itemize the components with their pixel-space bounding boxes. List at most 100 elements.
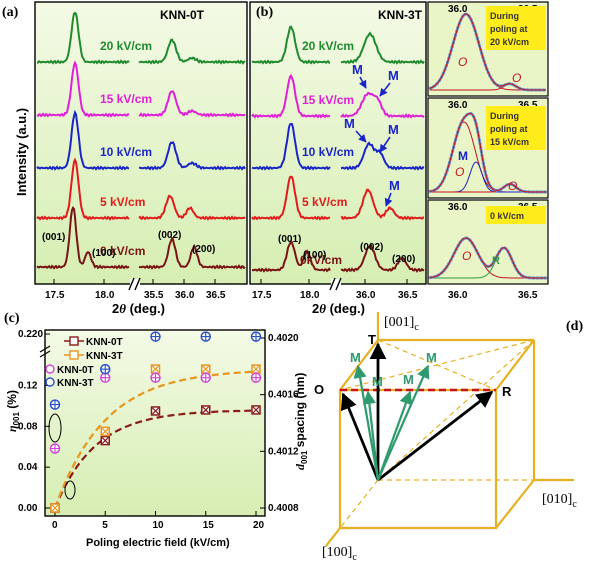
panel-a-xticks: 17.5 18.0 35.5 36.0 36.5 xyxy=(45,279,226,301)
c-point-2-1 xyxy=(100,372,111,383)
panel-a-traces: 20 kV/cm 15 kV/cm 10 kV/cm 5 kV/cm 0 kV/cm xyxy=(36,11,246,270)
panel-b-xticks: 17.5 18.0 36.0 36.5 xyxy=(252,279,418,301)
c-series-3 xyxy=(49,331,262,410)
panel-b-m-arrow-2 xyxy=(355,130,367,143)
c-point-0-3 xyxy=(201,405,211,415)
panel-b-peak-label-2: (002) xyxy=(360,242,383,253)
c-xtick-label-4: 20 xyxy=(253,520,265,531)
panel-b-m-label-0: M xyxy=(352,62,363,77)
c-point-2-3 xyxy=(200,372,211,383)
panel-a-trace-left-1 xyxy=(36,60,130,118)
panel-c-label: (c) xyxy=(4,311,20,326)
panel-a-tick-label-r1: 36.0 xyxy=(175,290,195,301)
panel-b-trace-left-3 xyxy=(251,175,331,221)
panel-a-field-label-0: 20 kV/cm xyxy=(100,39,152,53)
panel-b-trace-1: 15 kV/cm xyxy=(251,73,425,119)
panel-c-xlabel: Poling electric field (kV/cm) xyxy=(86,537,230,549)
fit-phase-O-0a: O xyxy=(458,55,467,69)
panel-a-trace-right-2 xyxy=(139,141,246,171)
panel-b-m-arrow-4 xyxy=(384,192,393,207)
panel-c: (c) 0 5 10 15 200.000.040.080.120.2200.40080… xyxy=(4,311,309,549)
c-point-3-3 xyxy=(200,331,211,342)
panel-a-trace-2: 10 kV/cm xyxy=(36,109,246,171)
c-circle-annotation-2 xyxy=(64,480,76,500)
panel-a-field-label-1: 15 kV/cm xyxy=(100,92,152,106)
c-xtick-label-3: 15 xyxy=(203,520,215,531)
c-point-3-4 xyxy=(250,331,262,342)
panel-b-m-arrow-1 xyxy=(379,82,391,97)
fit-tick-0-2: 36.0 xyxy=(448,202,468,213)
c-ytick-left-label-3: 0.12 xyxy=(18,380,38,391)
panel-d-label: (d) xyxy=(566,319,583,334)
vector-labels: T O R M M M M xyxy=(314,332,512,399)
fit-phase-M-1: M xyxy=(458,149,468,163)
fit-bottom-tick-1: 36.5 xyxy=(518,290,538,301)
fit-note-line-0-0: During xyxy=(490,11,519,21)
panel-b-trace-right-4 xyxy=(340,243,425,273)
panel-b-field-label-2: 10 kV/cm xyxy=(302,145,354,159)
panel-b-trace-4: 0kV/cm xyxy=(252,239,425,273)
panel-a-field-label-4: 0 kV/cm xyxy=(100,244,145,258)
panel-a-tick-label-l1: 18.0 xyxy=(95,290,115,301)
c-fit-curve-0 xyxy=(53,409,256,509)
panel-b-trace-left-4 xyxy=(252,239,331,273)
panel-a-xlabel: 2θ (deg.) xyxy=(112,301,165,316)
c-point-3-0 xyxy=(49,399,61,410)
panel-a-trace-left-4 xyxy=(36,206,130,270)
panel-a-peak-label-3: (200) xyxy=(192,244,215,255)
panel-b-trace-left-1 xyxy=(251,73,331,119)
c-ytick-right-label-2: 0.4016 xyxy=(268,390,299,401)
panel-a-sample-label: KNN-0T xyxy=(160,8,205,22)
fit-envelope-0 xyxy=(429,13,546,91)
panel-a-trace-left-3 xyxy=(36,157,130,221)
panel-b-m-label-3: M xyxy=(388,122,399,137)
c-legend: KNN-0T KNN-3T KNN-0T KNN-3T xyxy=(45,336,123,389)
label-M2: M xyxy=(426,350,437,365)
c-point-1-0 xyxy=(50,503,60,513)
legend-label-1: KNN-3T xyxy=(86,351,123,362)
c-circle-annotation-1 xyxy=(48,413,62,443)
fit-note-line-1-1: poling at xyxy=(490,124,528,134)
c-axis-break-1 xyxy=(39,345,51,353)
vector-M2 xyxy=(376,364,430,481)
fit-note-box-2 xyxy=(486,206,546,224)
panel-b-m-label-2: M xyxy=(344,116,355,131)
fit-envelope-2 xyxy=(429,237,546,279)
panel-b-peak-label-1: (100) xyxy=(303,250,326,261)
panel-b-tick-label-l0: 17.5 xyxy=(252,290,272,301)
legend-label-0: KNN-0T xyxy=(86,337,123,348)
panel-b-monoclinic-markers: M M M M M xyxy=(344,62,400,207)
panel-a-field-label-2: 10 kV/cm xyxy=(100,145,152,159)
c-point-3-1 xyxy=(100,363,111,375)
fit-phase-O-2: O xyxy=(462,249,471,263)
fit-note-line-0-2: 20 kV/cm xyxy=(490,37,529,47)
vector-O xyxy=(340,392,380,481)
panel-b-trace-right-3 xyxy=(340,188,424,221)
c-point-0-2 xyxy=(150,406,161,416)
panel-b-frame xyxy=(249,1,427,285)
panel-b-trace-0: 20 kV/cm xyxy=(251,25,425,65)
vectors-TOR xyxy=(340,342,494,482)
label-M3: M xyxy=(372,374,383,389)
c-point-0-1 xyxy=(100,435,110,446)
label-T: T xyxy=(368,332,376,347)
panel-a-peak-label-0: (001) xyxy=(42,232,65,243)
c-ytick-left-label-1: 0.04 xyxy=(18,462,38,473)
panel-b-trace-right-1 xyxy=(340,91,425,119)
fit-bottom-tick-0: 36.0 xyxy=(448,290,468,301)
label-M1: M xyxy=(350,350,361,365)
fit-tick-0-0: 36.0 xyxy=(448,4,468,15)
panel-d: (d) xyxy=(314,312,583,563)
c-xtick-label-2: 10 xyxy=(153,520,165,531)
panel-b-trace-3: 5 kV/cm xyxy=(251,175,424,221)
c-point-2-4 xyxy=(250,372,262,383)
panel-a-trace-right-3 xyxy=(138,194,246,221)
axis-label-010: [010]c xyxy=(542,492,577,510)
vector-M1 xyxy=(353,364,380,481)
panel-b-sample-label: KNN-3T xyxy=(378,8,423,22)
panel-a-trace-left-2 xyxy=(36,109,129,171)
axis-label-100: [100]c xyxy=(322,545,357,563)
